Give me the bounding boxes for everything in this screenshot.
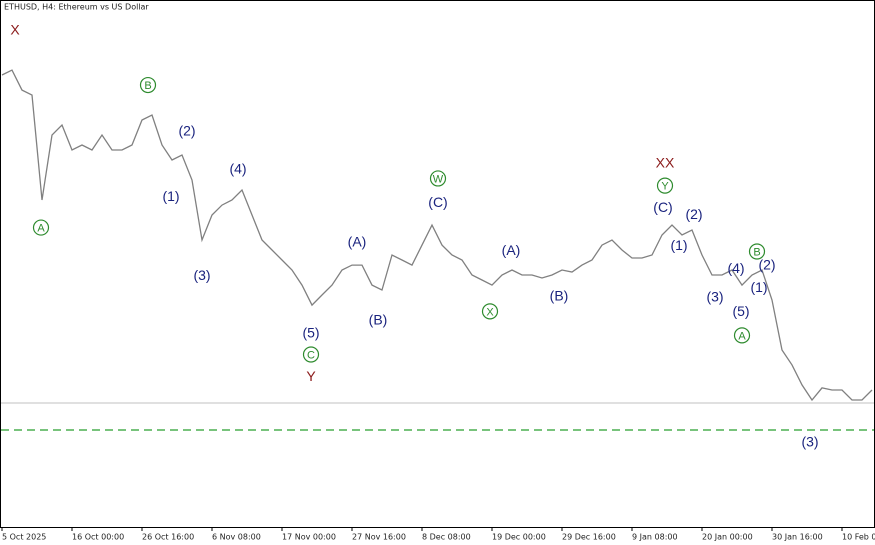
wave-circle (656, 177, 674, 194)
price-line (1, 69, 873, 402)
x-tick-label: 8 Dec 08:00 (422, 533, 471, 542)
x-tick-label: 30 Jan 16:00 (772, 533, 823, 542)
wave-circle (429, 170, 447, 187)
x-tick-label: 5 Oct 2025 (2, 533, 46, 542)
wave-label: (B) (369, 311, 388, 327)
wave-label: (2) (178, 122, 195, 138)
x-tick-label: 9 Jan 08:00 (632, 533, 678, 542)
wave-circle (139, 76, 157, 94)
wave-circle (32, 219, 50, 236)
wave-label: C (307, 349, 315, 361)
wave-label: X (10, 22, 20, 38)
wave-circle (302, 346, 320, 363)
wave-label: A (738, 330, 746, 342)
wave-label: (2) (758, 256, 775, 272)
wave-circle (748, 243, 766, 260)
x-tick-label: 17 Nov 00:00 (282, 533, 336, 542)
wave-label: (1) (750, 279, 767, 295)
wave-label: Y (661, 181, 669, 193)
wave-label: (5) (732, 303, 749, 319)
wave-label: XX (656, 155, 675, 171)
wave-label: (2) (685, 206, 702, 222)
wave-label: (C) (428, 194, 447, 210)
wave-label: (4) (727, 260, 744, 276)
wave-label: (C) (653, 199, 672, 215)
chart-title: ETHUSD, H4: Ethereum vs US Dollar (4, 3, 149, 12)
wave-label: (A) (502, 242, 521, 258)
wave-label: (A) (348, 234, 367, 250)
wave-label: (3) (193, 267, 210, 283)
wave-label: (3) (801, 434, 818, 450)
x-tick-label: 26 Oct 16:00 (142, 533, 194, 542)
wave-label: B (144, 80, 151, 92)
x-tick-label: 27 Nov 16:00 (352, 533, 406, 542)
wave-label: B (753, 246, 760, 258)
wave-label: (1) (670, 237, 687, 253)
wave-label: W (433, 173, 444, 185)
wave-label: Y (306, 368, 316, 384)
x-tick-label: 6 Nov 08:00 (212, 533, 261, 542)
wave-label: (5) (302, 325, 319, 341)
wave-label: (1) (162, 188, 179, 204)
wave-label: (B) (550, 288, 569, 304)
x-tick-label: 20 Jan 00:00 (702, 533, 753, 542)
x-tick-label: 19 Dec 00:00 (492, 533, 546, 542)
wave-circle (481, 303, 499, 320)
wave-label: A (37, 222, 45, 234)
x-tick-label: 29 Dec 16:00 (562, 533, 616, 542)
x-tick-label: 16 Oct 00:00 (72, 533, 124, 542)
wave-label: (4) (229, 161, 246, 177)
wave-label: (3) (706, 289, 723, 305)
plot-frame (0, 0, 875, 528)
wave-label: X (486, 306, 494, 318)
wave-circle (733, 327, 751, 344)
x-tick-label: 10 Feb 08:00 (842, 533, 875, 542)
